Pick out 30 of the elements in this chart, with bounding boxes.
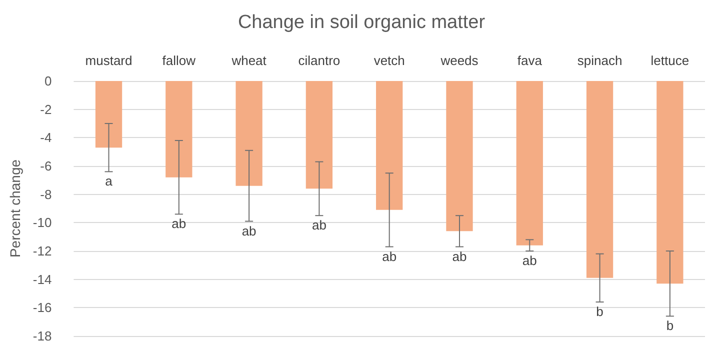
annotation: ab bbox=[522, 253, 537, 268]
annotation: ab bbox=[452, 248, 467, 264]
x-tick-label: fallow bbox=[162, 53, 196, 68]
x-tick-label: vetch bbox=[374, 53, 405, 68]
y-tick-label: -4 bbox=[40, 130, 52, 146]
annotation: b bbox=[666, 318, 674, 334]
x-tick-label: weeds bbox=[440, 53, 479, 68]
annotation: ab bbox=[382, 248, 397, 264]
y-tick-label: -16 bbox=[32, 300, 52, 316]
x-tick-label: cilantro bbox=[298, 53, 340, 68]
y-tick-label: -6 bbox=[40, 158, 52, 174]
annotation: ab bbox=[312, 218, 326, 233]
annotation: ab bbox=[242, 223, 256, 238]
y-tick-label: -10 bbox=[32, 215, 52, 230]
annotation: ab bbox=[172, 216, 186, 232]
x-tick-label: mustard bbox=[85, 53, 132, 68]
y-axis-title: Percent change bbox=[7, 159, 23, 258]
y-tick-label: -12 bbox=[32, 244, 52, 258]
chart-title: Change in soil organic matter bbox=[238, 12, 486, 33]
x-tick-label: fava bbox=[517, 53, 543, 68]
annotation: a bbox=[105, 174, 114, 189]
x-tick-label: wheat bbox=[230, 53, 267, 68]
annotation: b bbox=[596, 304, 604, 319]
y-tick-label: -8 bbox=[40, 186, 52, 202]
y-tick-label: -14 bbox=[32, 272, 52, 287]
y-tick-label: 0 bbox=[44, 74, 52, 88]
y-tick-label: -2 bbox=[40, 102, 52, 117]
x-tick-label: lettuce bbox=[650, 53, 690, 68]
y-tick-label: -18 bbox=[32, 328, 52, 344]
x-tick-label: spinach bbox=[577, 53, 622, 68]
